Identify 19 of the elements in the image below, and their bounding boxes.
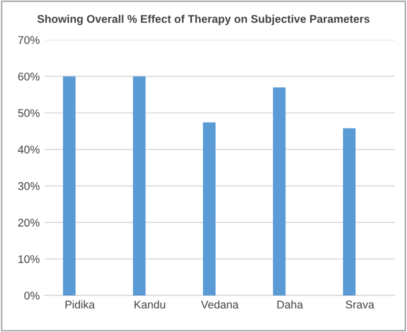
y-tick-label: 30% bbox=[18, 182, 40, 190]
x-tick-label: Pidika bbox=[66, 300, 95, 309]
y-tick-label: 70% bbox=[18, 36, 40, 44]
bar bbox=[342, 128, 356, 296]
bar bbox=[272, 87, 286, 296]
y-tick-label: 0% bbox=[24, 292, 40, 300]
y-tick-label: 20% bbox=[18, 218, 40, 227]
y-tick-label: 10% bbox=[18, 255, 40, 264]
y-tick-label: 50% bbox=[18, 109, 40, 118]
x-tick-label: Srava bbox=[346, 300, 374, 309]
y-tick-label: 40% bbox=[18, 146, 40, 154]
chart-title: Showing Overall % Effect of Therapy on Subjective Parameters bbox=[37, 14, 370, 26]
x-tick-label: Vedana bbox=[200, 300, 239, 309]
x-tick-label: Daha bbox=[277, 300, 304, 309]
bar bbox=[202, 122, 216, 296]
bar bbox=[132, 76, 146, 296]
bar bbox=[62, 76, 76, 296]
y-tick-label: 60% bbox=[18, 72, 40, 80]
x-tick-label: Kandu bbox=[134, 300, 166, 309]
